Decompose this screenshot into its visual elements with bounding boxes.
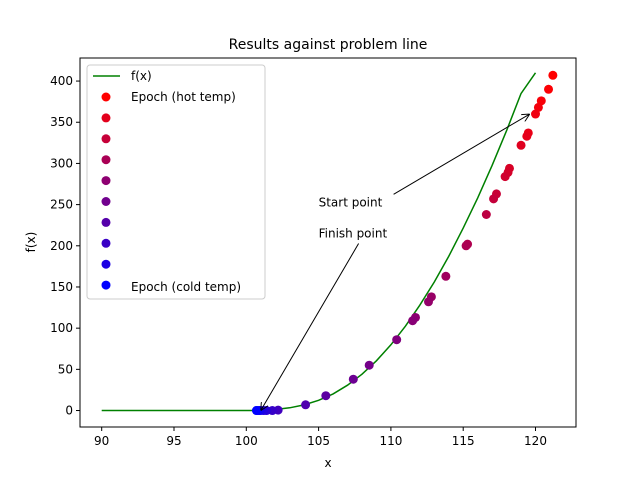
chart-title: Results against problem line [229,37,428,53]
x-axis-label: x [324,456,331,470]
annotation-arrow-1 [261,243,360,411]
data-point-22 [364,360,374,370]
data-point-10 [500,172,510,182]
x-tick-label-3: 105 [307,434,330,448]
data-point-25 [301,400,311,410]
legend-label-hot: Epoch (hot temp) [131,90,236,104]
data-point-4 [531,109,541,119]
data-point-7 [516,140,526,150]
x-tick-label-0: 90 [94,434,109,448]
annotation-arrow-0 [393,114,530,195]
legend-marker-6 [101,217,111,227]
legend-marker-0 [101,92,111,102]
legend-marker-4 [101,176,111,186]
legend-label-cold: Epoch (cold temp) [131,280,241,294]
y-tick-label-2: 100 [50,321,73,335]
data-point-12 [489,194,499,204]
annotation-label-1: Finish point [319,227,388,241]
plot-layer: Start point Finish point [101,70,558,416]
legend-marker-2 [101,134,111,144]
x-tick-label-5: 115 [452,434,475,448]
legend-marker-1 [101,113,111,123]
data-point-21 [392,335,402,345]
legend-marker-5 [101,197,111,206]
data-point-23 [348,374,358,384]
data-point-24 [321,391,331,401]
y-tick-label-5: 250 [50,198,73,212]
legend-marker-3 [101,155,111,165]
legend-marker-9 [101,280,111,290]
y-tick-label-0: 0 [65,404,73,418]
y-tick-label-6: 300 [50,156,73,170]
y-tick-label-7: 350 [50,115,73,129]
legend: f(x) Epoch (hot temp) Epoch (cold temp) [86,64,266,300]
data-point-20 [408,316,418,326]
legend-box [86,64,266,300]
y-axis-label: f(x) [24,232,38,253]
data-point-18 [424,297,434,307]
series-line-fx [101,72,537,412]
data-point-16 [441,271,451,281]
y-tick-label-4: 200 [50,239,73,253]
data-point-0 [548,70,558,80]
axes-layer: 90 95 100 105 110 115 120 0 50 100 150 200 250 300 350… [50,57,577,448]
plot-frame [79,57,577,428]
data-point-13 [481,209,491,219]
x-tick-label-6: 120 [524,434,547,448]
legend-marker-8 [101,259,111,269]
annotation-label-0: Start point [319,195,383,209]
legend-label-line: f(x) [131,69,152,83]
legend-marker-7 [101,238,111,248]
x-tick-label-1: 95 [166,434,181,448]
x-tick-label-2: 100 [235,434,258,448]
data-point-33 [251,406,261,416]
y-tick-label-8: 400 [50,74,73,88]
data-point-6 [522,131,532,141]
y-tick-label-1: 50 [58,362,73,376]
x-tick-label-4: 110 [379,434,402,448]
data-point-15 [461,241,471,251]
y-tick-label-3: 150 [50,280,73,294]
data-point-1 [544,84,554,94]
